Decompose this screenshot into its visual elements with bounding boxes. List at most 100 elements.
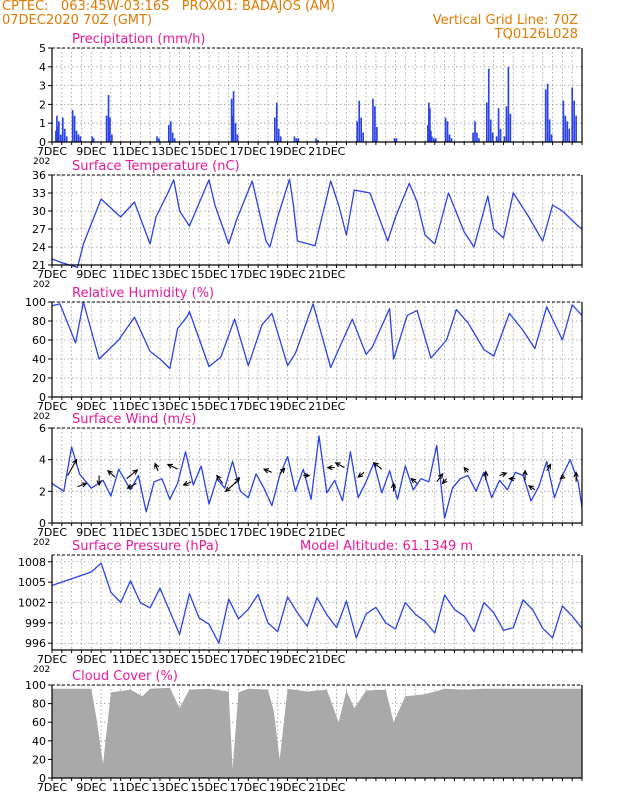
precip-bar — [487, 68, 490, 142]
x-tick-label: 21DEC — [308, 145, 345, 158]
precip-bar — [360, 117, 363, 142]
x-tick-label: 7DEC — [37, 400, 67, 413]
series-line — [51, 178, 583, 269]
x-tick-label: 9DEC — [76, 268, 106, 281]
x-tick-label: 9DEC — [76, 400, 106, 413]
wind-vector-head — [437, 472, 444, 479]
x-tick-label: 17DEC — [230, 526, 267, 539]
wind-vector-head — [304, 472, 311, 479]
wind-vector-head — [132, 469, 139, 475]
wind-vector — [436, 473, 444, 483]
y-tick-label: 36 — [32, 169, 46, 182]
x-tick-label: 15DEC — [190, 781, 227, 794]
precip-bar — [503, 136, 506, 142]
precip-bar — [293, 136, 296, 142]
precip-bar — [489, 119, 492, 142]
x-tick-label: 9DEC — [76, 145, 106, 158]
precip-bar — [550, 134, 553, 142]
wind-vector-head — [326, 464, 333, 471]
precip-bar — [55, 130, 57, 142]
x-tick-label: 13DEC — [151, 653, 188, 666]
x-tick-label: 13DEC — [151, 145, 188, 158]
cloud-cover-area — [52, 687, 582, 778]
x-tick-label: 11DEC — [112, 781, 149, 794]
wind-vector-head — [527, 485, 535, 491]
wind-vector-head — [96, 480, 102, 487]
wind-vector-head — [483, 470, 489, 477]
precip-bar — [297, 138, 300, 142]
precip-bar — [79, 136, 82, 142]
precip-bar — [358, 100, 361, 142]
precip-bar — [107, 95, 110, 142]
y-tick-label: 3 — [39, 80, 46, 93]
x-tick-label: 19DEC — [269, 526, 306, 539]
precip-bar — [277, 128, 280, 142]
precip-bar — [275, 102, 278, 142]
precip-bar — [372, 98, 374, 142]
precip-bar — [573, 100, 575, 142]
precip-bar — [71, 110, 74, 142]
wind-vector-head — [81, 482, 88, 488]
precip-bar — [362, 132, 364, 142]
x-tick-label: 19DEC — [269, 653, 306, 666]
x-tick-label: 11DEC — [112, 526, 149, 539]
series-line — [51, 301, 583, 370]
wind-vector — [225, 481, 237, 492]
x-tick-label: 13DEC — [151, 400, 188, 413]
precip-bar — [476, 132, 478, 142]
panel-title: Surface Wind (m/s) — [72, 412, 196, 427]
y-tick-label: 60 — [32, 716, 46, 729]
panel-title: Surface Pressure (hPa) — [72, 539, 219, 554]
precip-bar — [472, 132, 474, 142]
series-line — [51, 435, 583, 519]
precip-bar — [434, 138, 437, 142]
precip-bar — [356, 121, 359, 142]
y-tick-label: 100 — [25, 296, 46, 309]
wind-vector-head — [522, 469, 528, 476]
precip-bar — [63, 128, 66, 142]
precip-bar — [544, 89, 547, 142]
y-tick-label: 999 — [25, 617, 46, 630]
x-tick-label: 15DEC — [190, 400, 227, 413]
precip-bar — [59, 134, 62, 142]
wind-vector-head — [559, 473, 566, 480]
precip-bar — [230, 98, 233, 142]
y-tick-label: 0 — [39, 391, 46, 404]
x-tick-label: 21DEC — [308, 268, 345, 281]
x-tick-label: 19DEC — [269, 781, 306, 794]
x-tick-label: 17DEC — [230, 400, 267, 413]
precip-bar — [56, 115, 58, 142]
precip-bar — [315, 138, 317, 142]
wind-vector — [216, 475, 224, 484]
x-tick-label: 11DEC — [112, 268, 149, 281]
wind-vector — [107, 470, 116, 478]
precip-bar — [77, 134, 80, 142]
precip-bar — [173, 138, 176, 142]
precip-bar — [232, 91, 235, 142]
wind-vector-head — [441, 478, 448, 485]
precip-bar — [171, 132, 174, 142]
precip-bar — [474, 121, 476, 142]
date-line: 07DEC2020 70Z (GMT) — [2, 13, 153, 28]
precip-bar — [507, 66, 510, 142]
year-label: 202 — [33, 538, 50, 548]
wind-vector-head — [216, 474, 222, 481]
y-tick-label: 6 — [39, 422, 46, 435]
precip-bar — [575, 115, 577, 142]
panel-title: Relative Humidity (%) — [72, 286, 214, 301]
series-line — [51, 562, 583, 644]
precip-bar — [491, 132, 494, 142]
x-tick-label: 7DEC — [37, 268, 67, 281]
precip-bar — [393, 138, 396, 142]
precip-bar — [478, 138, 480, 142]
wind-vector-head — [166, 463, 173, 469]
panel-title: Surface Temperature (nC) — [72, 159, 240, 174]
precip-bar — [231, 115, 234, 142]
wind-vector-head — [410, 477, 417, 484]
wind-vector — [67, 459, 78, 476]
precip-bar — [432, 138, 435, 142]
precip-bar — [234, 123, 237, 142]
x-tick-label: 21DEC — [308, 653, 345, 666]
precip-bar — [91, 136, 94, 142]
wind-vector-head — [390, 482, 397, 489]
